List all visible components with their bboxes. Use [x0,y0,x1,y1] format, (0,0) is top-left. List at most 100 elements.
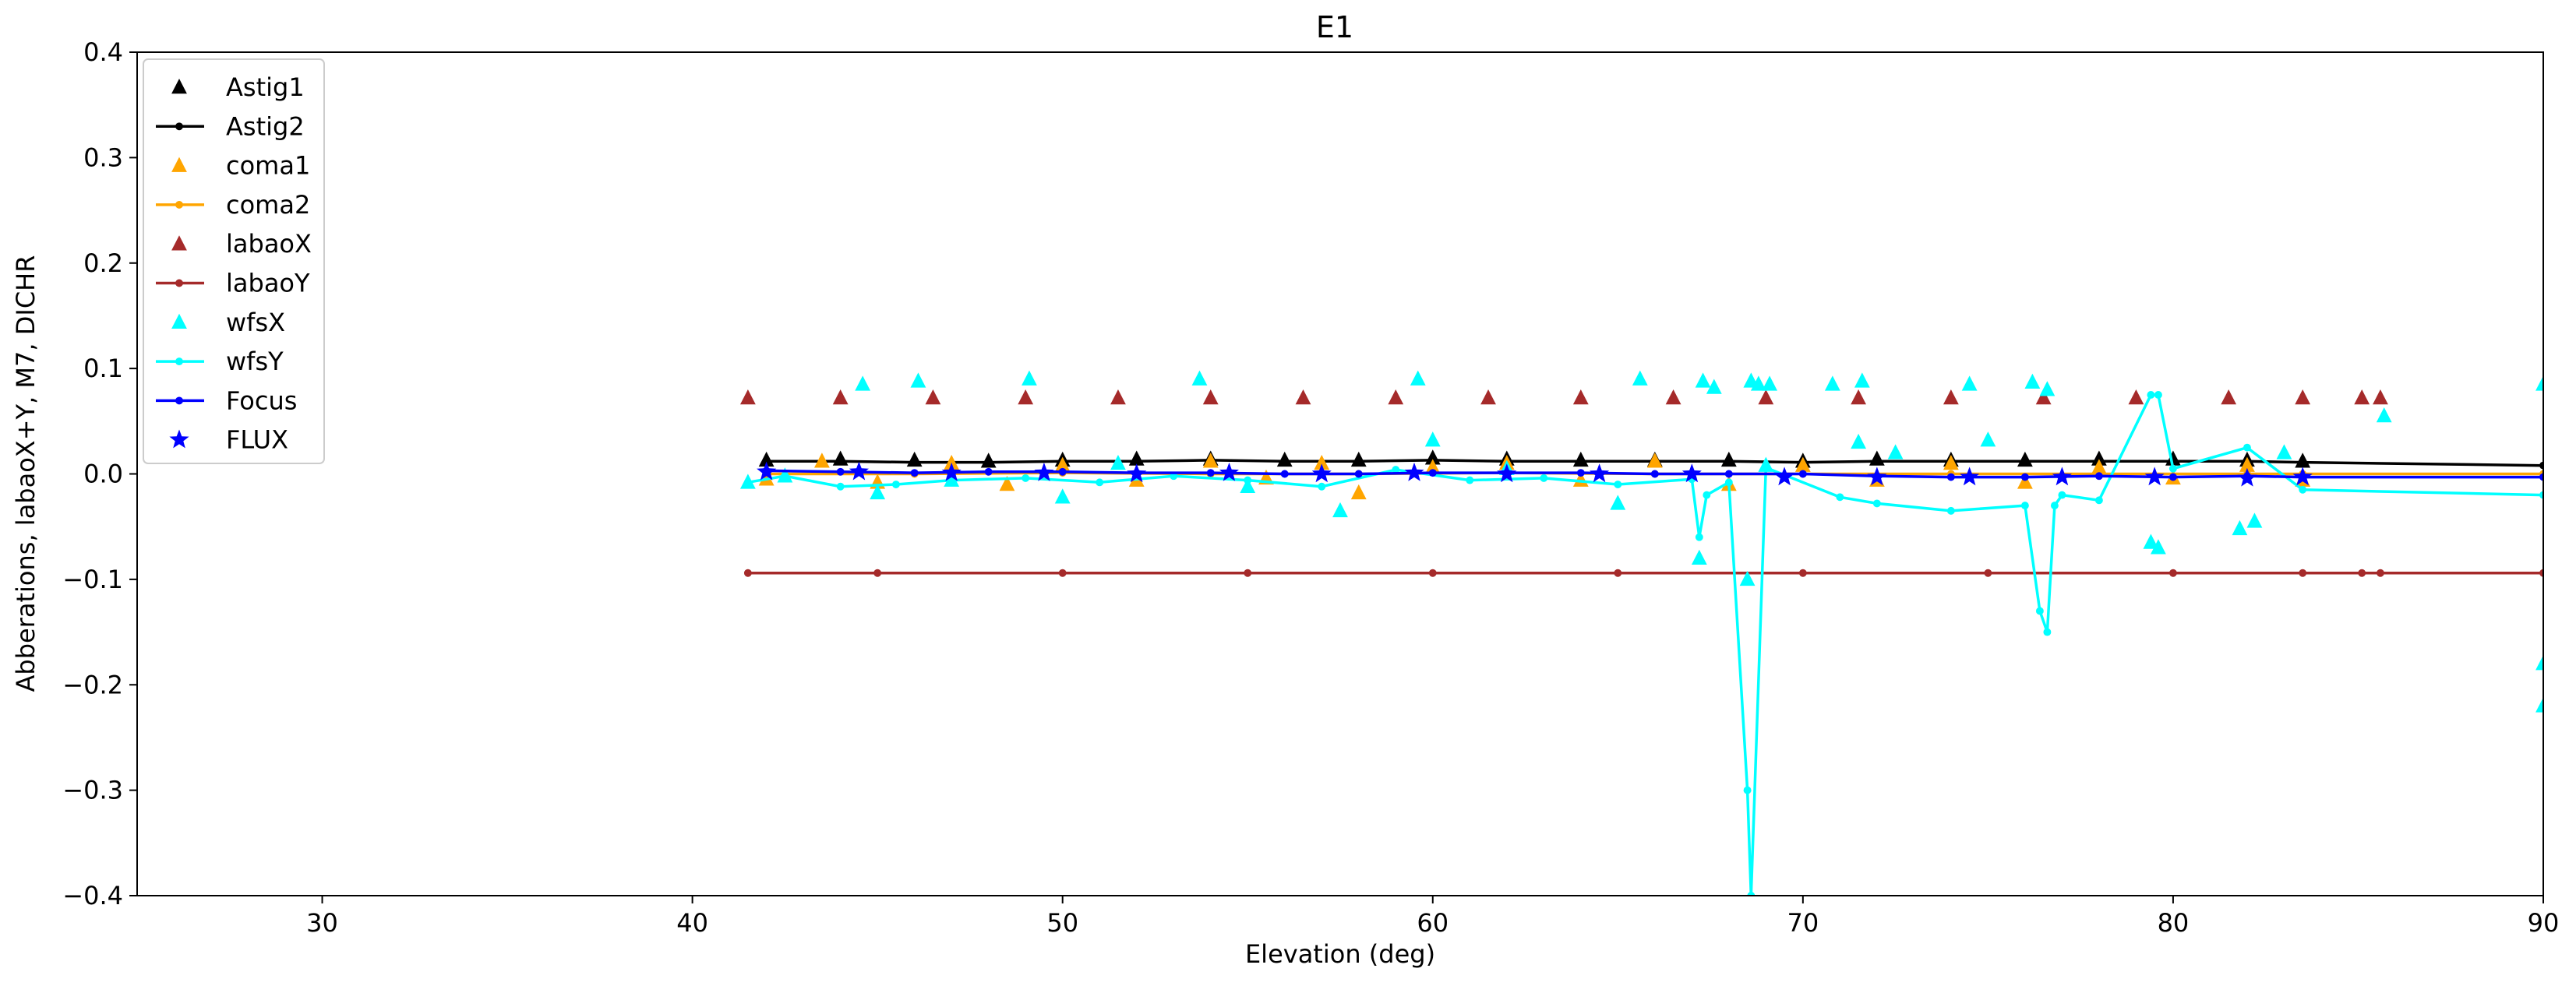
data-point-labaoy [1614,569,1622,577]
legend-marker-coma2 [175,200,183,209]
axes-layer: 30 40 50 60 70 80 90 −0.4 −0.3 −0.2 −0.1 0.0 0.1 0.2 0… [62,37,2559,938]
data-point-labaoy [1428,569,1437,577]
data-point-labaoy [1984,569,1992,577]
data-point-astig2 [984,458,993,467]
data-point-wfsx [1762,375,1777,391]
data-point-focus [1280,470,1289,478]
y-tick-label: 0.0 [83,460,123,489]
data-point-labaoy [2168,569,2177,577]
y-tick-label: −0.1 [62,565,123,594]
data-point-coma1 [1202,453,1219,468]
data-point-wfsx [2246,512,2263,528]
data-point-labaox [1202,389,1219,405]
series-layer [739,370,2543,896]
data-point-coma1 [813,453,830,468]
data-point-astig2 [1872,457,1881,466]
x-tick-label: 90 [2528,908,2560,938]
data-point-labaoy [743,569,752,577]
data-point-labaox [2128,389,2144,405]
data-point-wfsx [1980,431,1996,447]
data-point-focus [2094,472,2103,481]
data-point-flux [1219,462,1239,481]
data-point-flux [2292,467,2313,486]
data-point-wfsy [1244,476,1252,484]
data-point-wfsy [2154,391,2162,399]
data-point-flux [2237,467,2257,487]
data-point-astig2 [836,457,845,466]
data-point-coma1 [999,476,1015,491]
data-point-wfsx [2535,655,2543,671]
data-point-flux [757,461,777,481]
data-point-wfsx [1854,372,1870,388]
data-point-labaox [1018,389,1034,405]
legend-label-astig1: Astig1 [226,72,305,102]
legend-label-wfsx: wfsX [226,308,285,337]
data-point-labaox [1665,389,1681,405]
legend-label-labaoy: labaoY [226,269,310,298]
data-point-wfsy [1614,481,1622,488]
data-point-labaoy [2299,569,2307,577]
data-point-labaoy [1798,569,1807,577]
data-point-wfsx [1110,454,1126,470]
x-tick-label: 70 [1787,908,1819,938]
data-point-labaox [1295,389,1311,405]
data-point-wfsy [1695,533,1703,541]
data-point-wfsy [1318,482,1326,491]
data-point-wfsx [1424,431,1441,447]
data-point-flux [1497,463,1517,483]
legend-marker-flux [169,429,189,449]
data-point-wfsx [1632,370,1648,386]
x-axis-label: Elevation (deg) [1245,939,1435,969]
data-point-astig2 [1132,457,1141,466]
legend-label-wfsy: wfsY [226,347,284,376]
data-point-wfsx [1610,495,1626,510]
data-point-flux [1590,463,1610,483]
data-point-wfsx [870,484,886,500]
data-point-focus [984,467,993,476]
data-point-wfsy [1466,476,1474,484]
data-point-wfsx [2024,373,2041,389]
data-point-wfsx [855,375,871,391]
data-point-wfsx [1961,375,1978,391]
data-point-labaox [2373,389,2388,405]
data-point-focus [1724,470,1733,478]
data-point-wfsy [1872,499,1881,508]
legend-label-coma1: coma1 [226,151,310,181]
data-point-coma1 [2239,456,2255,472]
data-point-coma1 [1314,454,1330,470]
data-point-labaox [2295,389,2311,405]
data-point-flux [1774,467,1794,486]
data-point-wfsx [1739,570,1756,586]
data-point-flux [1311,463,1332,483]
data-point-coma1 [2017,474,2033,489]
data-point-wfsy [1743,786,1752,794]
data-point-labaoy [1058,569,1067,577]
data-point-focus [910,469,919,477]
data-point-labaox [2354,389,2370,405]
chart-title: E1 [1316,10,1353,44]
data-point-wfsy [2020,502,2029,510]
data-point-focus [2539,473,2543,481]
data-point-astig2 [762,457,771,466]
legend-marker-astig2 [175,122,183,131]
data-point-wfsx [1240,477,1256,493]
data-point-flux [2052,467,2072,486]
data-point-wfsx [1191,370,1208,386]
data-point-labaoy [873,569,882,577]
data-point-wfsy [743,478,752,487]
data-point-labaox [1758,389,1774,405]
data-point-wfsy [1096,478,1104,487]
data-point-flux [1034,462,1054,481]
data-point-coma1 [2091,459,2107,474]
data-point-wfsy [1762,463,1770,472]
legend-label-astig2: Astig2 [226,111,305,141]
data-point-wfsx [1851,433,1867,449]
data-point-wfsx [1410,370,1426,386]
data-point-wfsy [2243,443,2251,452]
data-point-wfsy [1022,474,1030,482]
data-point-wfsx [2276,444,2292,460]
y-tick-label: −0.3 [62,776,123,805]
data-point-wfsx [2376,407,2392,423]
